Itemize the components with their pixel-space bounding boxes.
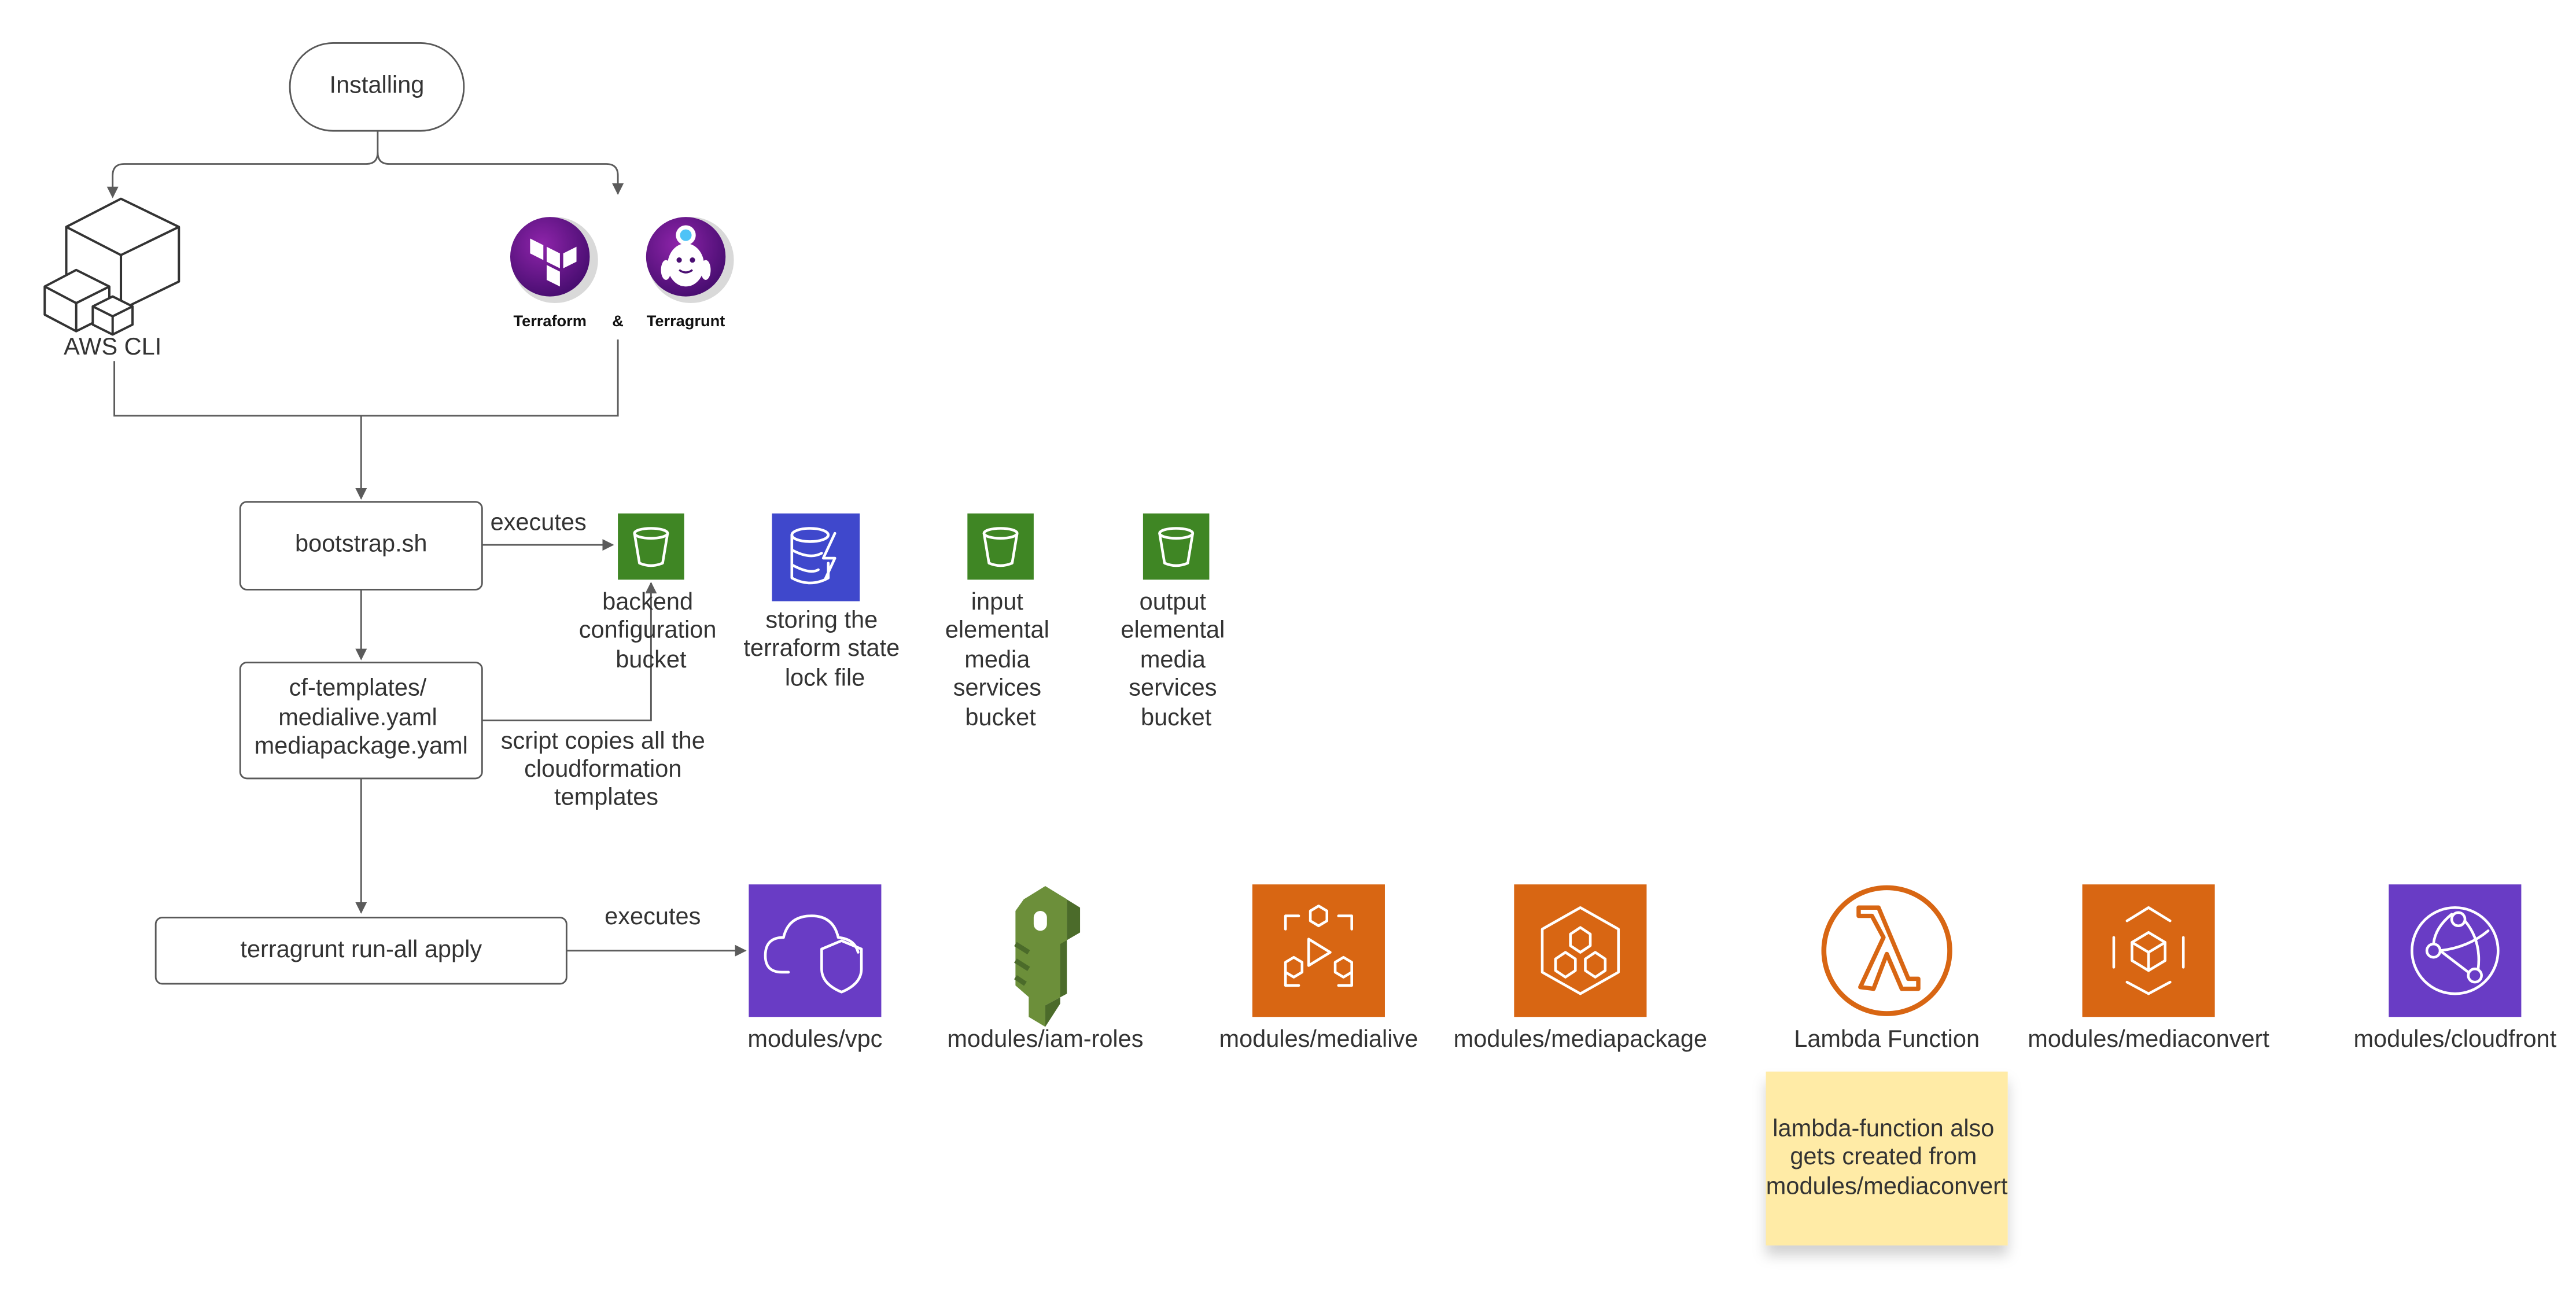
module-lambda[interactable]: Lambda Function [1794,885,1980,1052]
module-label: Lambda Function [1794,1025,1980,1052]
run-all-label: terragrunt run-all apply [240,935,482,962]
vpc-shield-icon [749,884,882,1017]
module-cloudfront[interactable]: modules/cloudfront [2353,884,2557,1052]
module-label: modules/vpc [747,1025,882,1052]
module-vpc[interactable]: modules/vpc [747,884,882,1052]
terraform-logo-icon [510,217,598,304]
executes-bootstrap-label: executes [491,508,587,535]
module-medialive[interactable]: modules/medialive [1219,884,1418,1052]
cloudfront-icon [2389,884,2522,1017]
svg-text:lambda-function also get: lambda-function also gets created from m… [1766,1114,2008,1199]
cf-templates-node[interactable]: cf-templates/ medialive.yaml mediapackag… [239,662,483,780]
ampersand-label: & [612,312,624,330]
module-label: modules/medialive [1219,1025,1418,1052]
edge-installing-split [106,131,379,198]
edge-cftemplates-backend [482,581,657,722]
backend-bucket-node[interactable]: backend configuration bucket [579,513,723,673]
s3-bucket-icon [1143,513,1210,580]
cf-templates-line: medialive.yaml [278,703,437,730]
module-label: modules/cloudfront [2353,1025,2556,1052]
installing-label: Installing [330,71,425,98]
edge-awscli-merge [113,340,619,417]
dynamodb-icon [772,513,860,602]
svg-text:cf-templates/ medialive.: cf-templates/ medialive.yaml mediapackag… [255,674,468,759]
state-lock-table-node[interactable]: storing the terraform state lock file [743,513,906,691]
module-label: modules/mediapackage [1454,1025,1707,1052]
run-all-node[interactable]: terragrunt run-all apply [154,917,567,985]
module-label: modules/iam-roles [947,1025,1143,1052]
aws-cli-cubes-icon [43,197,180,336]
cf-templates-line: cf-templates/ [289,674,427,701]
aws-cli-label: AWS CLI [64,333,161,360]
edge-installing-right [377,152,624,195]
input-bucket-node[interactable]: input elemental media services bucket [945,513,1056,731]
installing-node[interactable]: Installing [289,42,465,132]
svg-text:storing the terraform st: storing the terraform state lock file [743,606,906,691]
bootstrap-label: bootstrap.sh [295,530,427,557]
svg-text:input elemental me: input elemental media services bucket [945,588,1056,730]
mediaconvert-icon [2082,884,2215,1017]
cf-templates-line: mediapackage.yaml [255,732,468,759]
aws-cli-node[interactable]: AWS CLI [43,197,180,360]
lambda-icon [1821,885,1952,1016]
terraform-terragrunt-node[interactable]: Terraform & Terragrunt [510,217,734,330]
svg-text:output elemental m: output elemental media services bucket [1121,588,1232,730]
s3-bucket-icon [618,513,684,580]
module-mediapackage[interactable]: modules/mediapackage [1454,884,1707,1052]
output-bucket-node[interactable]: output elemental media services bucket [1121,513,1232,731]
mediapackage-icon [1514,884,1647,1017]
iam-key-icon [1014,886,1081,1027]
edges [106,131,747,957]
script-copies-label: script copies all the cloudformation tem… [501,726,712,810]
lambda-note[interactable]: lambda-function also gets created from m… [1766,1071,2008,1246]
terraform-label: Terraform [514,312,587,330]
medialive-icon [1252,884,1385,1017]
module-mediaconvert[interactable]: modules/mediaconvert [2028,884,2269,1052]
terragrunt-logo-icon [646,217,734,304]
bootstrap-node[interactable]: bootstrap.sh [239,501,483,591]
executes-run-all-label: executes [605,902,701,929]
s3-bucket-icon [967,513,1034,580]
svg-text:backend configuration: backend configuration bucket [579,588,723,673]
terragrunt-label: Terragrunt [647,312,725,330]
module-iam-roles[interactable]: modules/iam-roles [947,886,1144,1052]
module-label: modules/mediaconvert [2028,1025,2269,1052]
